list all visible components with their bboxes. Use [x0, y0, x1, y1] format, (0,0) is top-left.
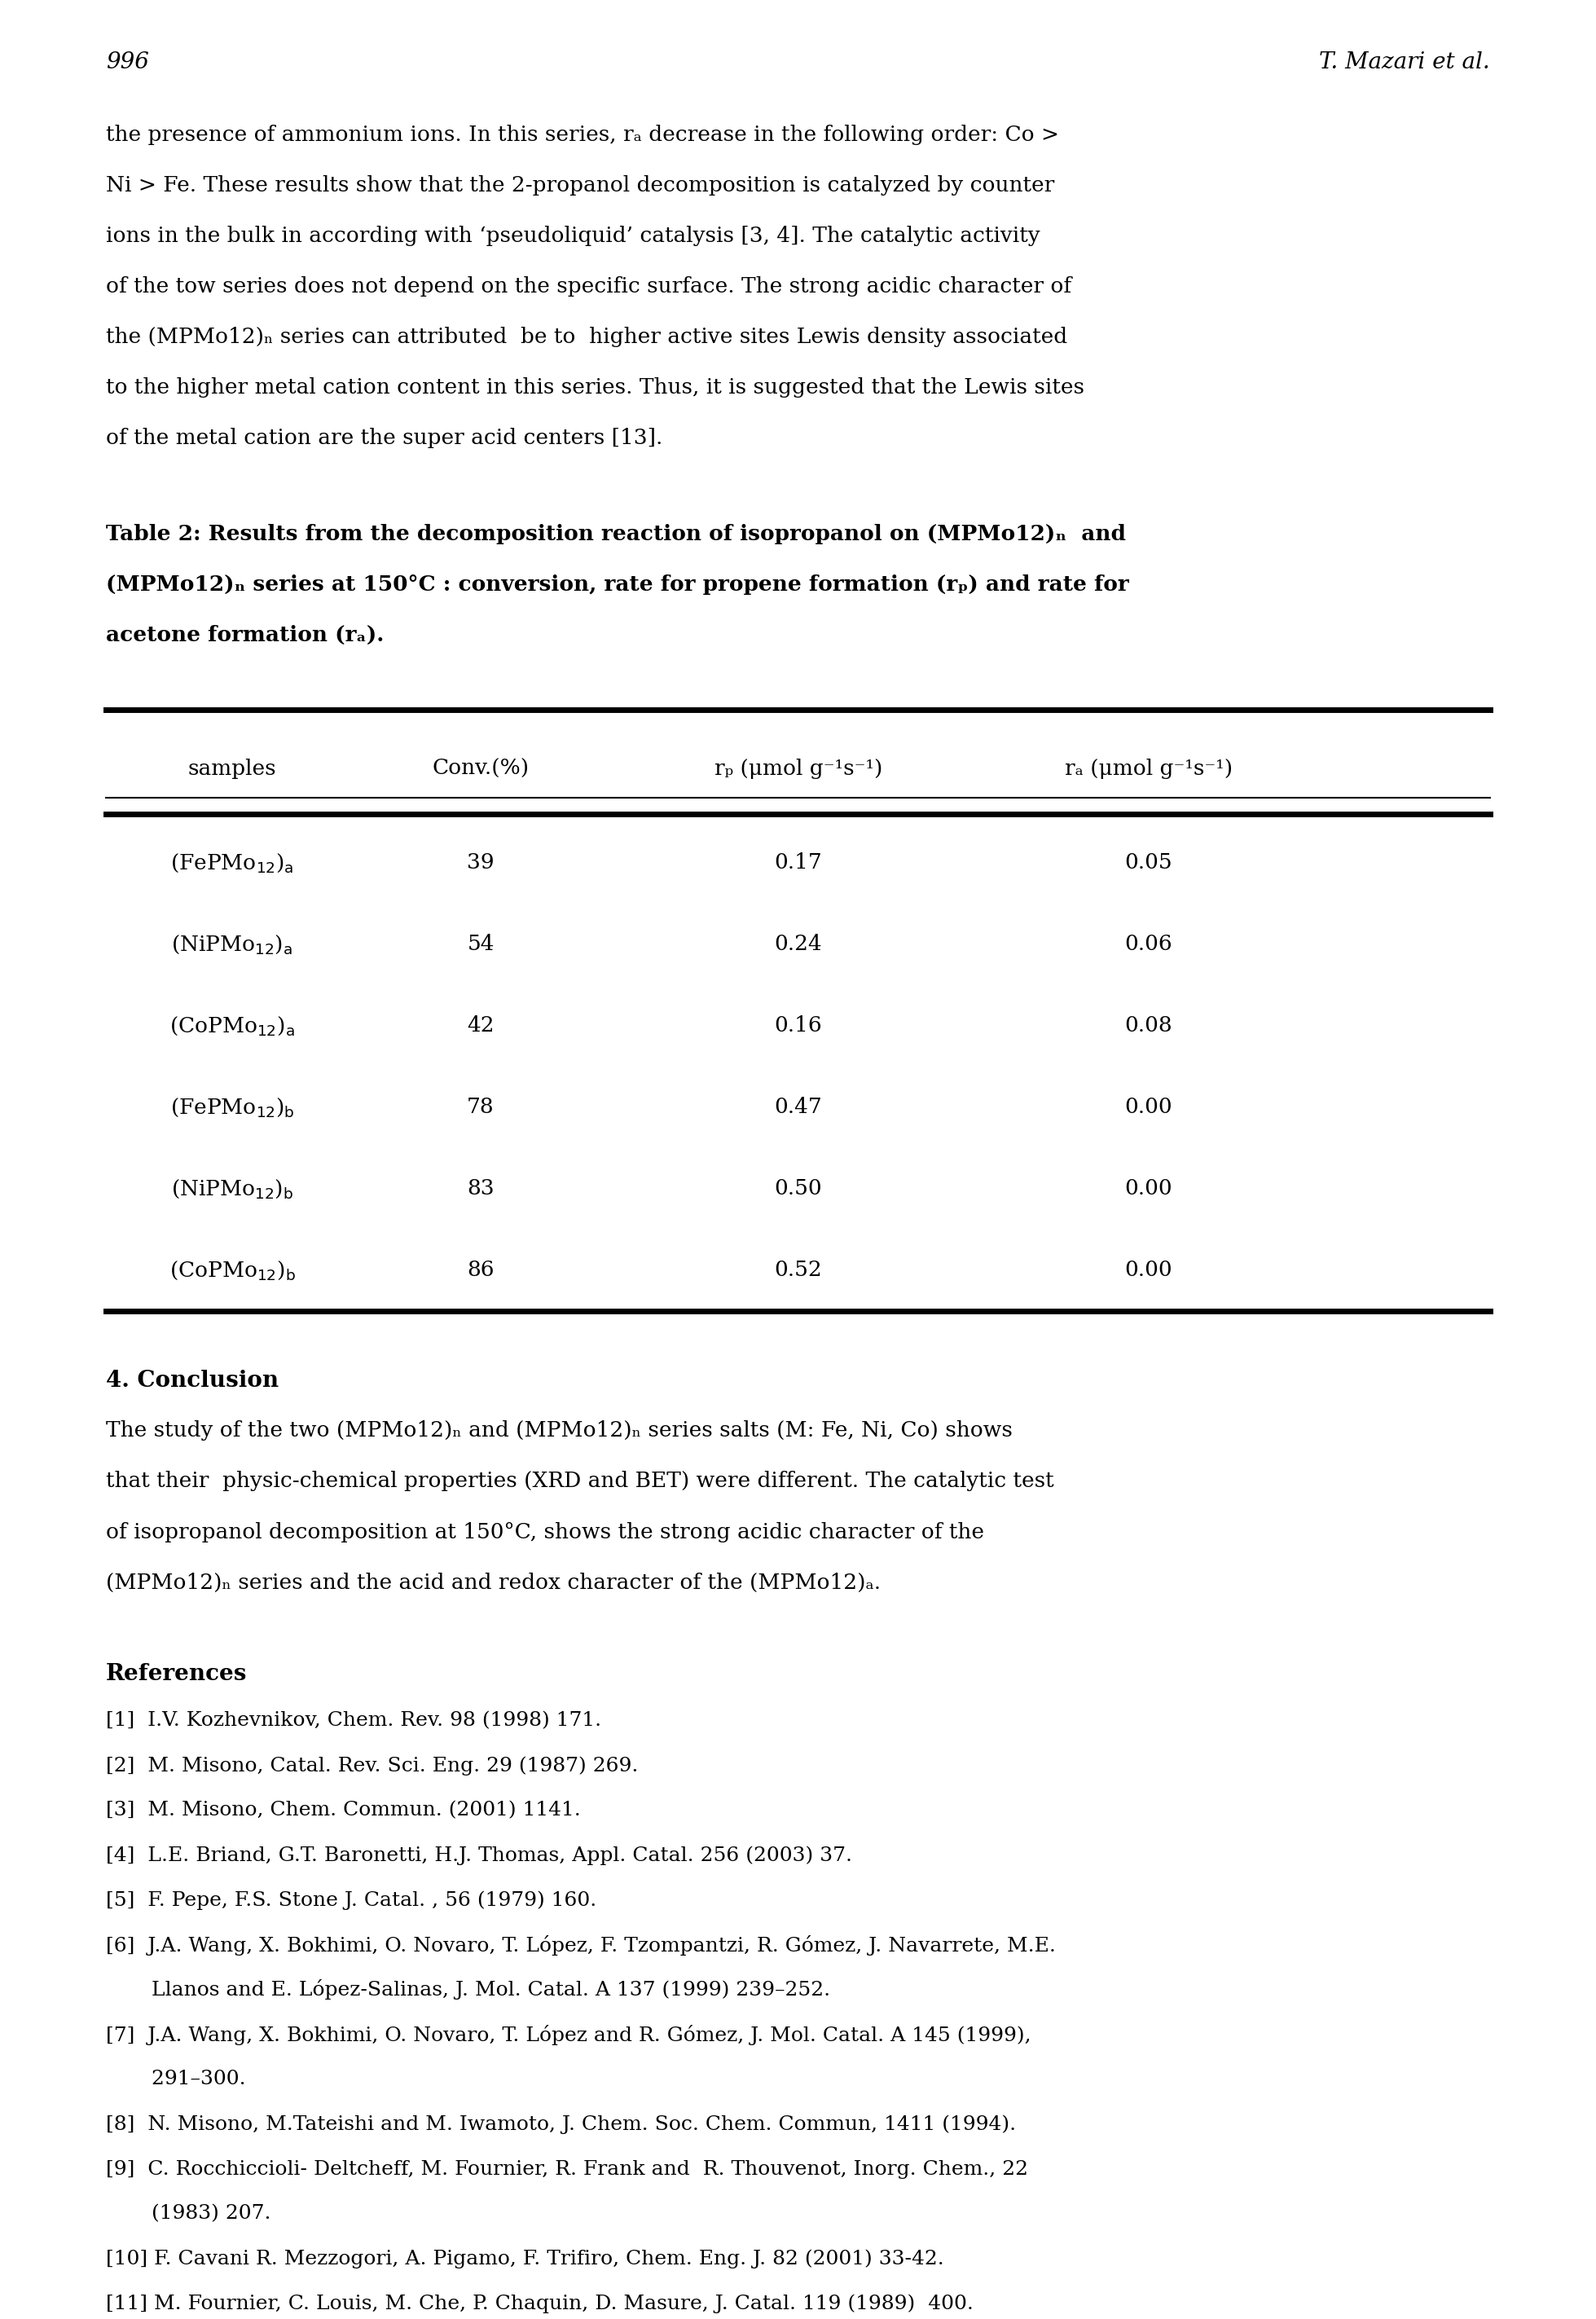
- Text: 78: 78: [468, 1097, 495, 1118]
- Text: [10] F. Cavani R. Mezzogori, A. Pigamo, F. Trifiro, Chem. Eng. J. 82 (2001) 33-4: [10] F. Cavani R. Mezzogori, A. Pigamo, …: [105, 2249, 945, 2268]
- Text: 0.47: 0.47: [774, 1097, 822, 1118]
- Text: acetone formation (rₐ).: acetone formation (rₐ).: [105, 624, 385, 645]
- Text: 83: 83: [468, 1178, 495, 1199]
- Text: that their  physic-chemical properties (XRD and BET) were different. The catalyt: that their physic-chemical properties (X…: [105, 1470, 1053, 1491]
- Text: of isopropanol decomposition at 150°C, shows the strong acidic character of the: of isopropanol decomposition at 150°C, s…: [105, 1521, 985, 1542]
- Text: the (MPMo12)ₙ series can attributed  be to  higher active sites Lewis density as: the (MPMo12)ₙ series can attributed be t…: [105, 327, 1068, 348]
- Text: (CoPMo$_{12}$)$_\mathrm{a}$: (CoPMo$_{12}$)$_\mathrm{a}$: [169, 1013, 295, 1037]
- Text: [11] M. Fournier, C. Louis, M. Che, P. Chaquin, D. Masure, J. Catal. 119 (1989) : [11] M. Fournier, C. Louis, M. Che, P. C…: [105, 2293, 974, 2312]
- Text: (FePMo$_{12}$)$_\mathrm{a}$: (FePMo$_{12}$)$_\mathrm{a}$: [171, 851, 294, 874]
- Text: [9]  C. Rocchiccioli- Deltcheff, M. Fournier, R. Frank and  R. Thouvenot, Inorg.: [9] C. Rocchiccioli- Deltcheff, M. Fourn…: [105, 2159, 1028, 2178]
- Text: 0.00: 0.00: [1125, 1097, 1173, 1118]
- Text: (NiPMo$_{12}$)$_\mathrm{b}$: (NiPMo$_{12}$)$_\mathrm{b}$: [171, 1178, 294, 1201]
- Text: 0.06: 0.06: [1125, 935, 1173, 955]
- Text: 39: 39: [468, 853, 495, 872]
- Text: 0.08: 0.08: [1125, 1016, 1173, 1037]
- Text: (NiPMo$_{12}$)$_\mathrm{a}$: (NiPMo$_{12}$)$_\mathrm{a}$: [171, 932, 294, 955]
- Text: T. Mazari et al.: T. Mazari et al.: [1320, 51, 1491, 72]
- Text: ions in the bulk in according with ‘pseudoliquid’ catalysis [3, 4]. The catalyti: ions in the bulk in according with ‘pseu…: [105, 227, 1041, 246]
- Text: 0.00: 0.00: [1125, 1178, 1173, 1199]
- Text: rₚ (μmol g⁻¹s⁻¹): rₚ (μmol g⁻¹s⁻¹): [715, 758, 883, 779]
- Text: (MPMo12)ₙ series at 150°C : conversion, rate for propene formation (rₚ) and rate: (MPMo12)ₙ series at 150°C : conversion, …: [105, 575, 1128, 594]
- Text: [7]  J.A. Wang, X. Bokhimi, O. Novaro, T. López and R. Gómez, J. Mol. Catal. A 1: [7] J.A. Wang, X. Bokhimi, O. Novaro, T.…: [105, 2024, 1031, 2045]
- Text: The study of the two (MPMo12)ₙ and (MPMo12)ₙ series salts (M: Fe, Ni, Co) shows: The study of the two (MPMo12)ₙ and (MPMo…: [105, 1422, 1012, 1440]
- Text: [3]  M. Misono, Chem. Commun. (2001) 1141.: [3] M. Misono, Chem. Commun. (2001) 1141…: [105, 1802, 581, 1820]
- Text: [5]  F. Pepe, F.S. Stone J. Catal. , 56 (1979) 160.: [5] F. Pepe, F.S. Stone J. Catal. , 56 (…: [105, 1890, 597, 1911]
- Text: to the higher metal cation content in this series. Thus, it is suggested that th: to the higher metal cation content in th…: [105, 378, 1084, 399]
- Text: (FePMo$_{12}$)$_\mathrm{b}$: (FePMo$_{12}$)$_\mathrm{b}$: [171, 1097, 294, 1118]
- Text: 4. Conclusion: 4. Conclusion: [105, 1368, 279, 1391]
- Text: 0.17: 0.17: [774, 853, 822, 872]
- Text: samples: samples: [188, 758, 276, 779]
- Text: Llanos and E. López-Salinas, J. Mol. Catal. A 137 (1999) 239–252.: Llanos and E. López-Salinas, J. Mol. Cat…: [105, 1980, 830, 1999]
- Text: of the metal cation are the super acid centers [13].: of the metal cation are the super acid c…: [105, 429, 662, 448]
- Text: (MPMo12)ₙ series and the acid and redox character of the (MPMo12)ₐ.: (MPMo12)ₙ series and the acid and redox …: [105, 1572, 881, 1593]
- Text: References: References: [105, 1663, 247, 1684]
- Text: 0.05: 0.05: [1125, 853, 1173, 872]
- Text: 42: 42: [468, 1016, 495, 1037]
- Text: Conv.(%): Conv.(%): [433, 758, 530, 779]
- Text: 0.24: 0.24: [774, 935, 822, 955]
- Text: (CoPMo$_{12}$)$_\mathrm{b}$: (CoPMo$_{12}$)$_\mathrm{b}$: [169, 1259, 295, 1282]
- Text: 996: 996: [105, 51, 148, 72]
- Text: 0.50: 0.50: [774, 1178, 822, 1199]
- Text: [8]  N. Misono, M.Tateishi and M. Iwamoto, J. Chem. Soc. Chem. Commun, 1411 (199: [8] N. Misono, M.Tateishi and M. Iwamoto…: [105, 2115, 1017, 2133]
- Text: 86: 86: [468, 1259, 495, 1280]
- Text: [4]  L.E. Briand, G.T. Baronetti, H.J. Thomas, Appl. Catal. 256 (2003) 37.: [4] L.E. Briand, G.T. Baronetti, H.J. Th…: [105, 1846, 852, 1864]
- Text: Ni > Fe. These results show that the 2-propanol decomposition is catalyzed by co: Ni > Fe. These results show that the 2-p…: [105, 176, 1055, 197]
- Text: 0.52: 0.52: [774, 1259, 822, 1280]
- Text: 0.00: 0.00: [1125, 1259, 1173, 1280]
- Text: (1983) 207.: (1983) 207.: [105, 2205, 271, 2224]
- Text: [2]  M. Misono, Catal. Rev. Sci. Eng. 29 (1987) 269.: [2] M. Misono, Catal. Rev. Sci. Eng. 29 …: [105, 1755, 638, 1776]
- Text: [1]  I.V. Kozhevnikov, Chem. Rev. 98 (1998) 171.: [1] I.V. Kozhevnikov, Chem. Rev. 98 (199…: [105, 1711, 602, 1730]
- Text: [6]  J.A. Wang, X. Bokhimi, O. Novaro, T. López, F. Tzompantzi, R. Gómez, J. Nav: [6] J.A. Wang, X. Bokhimi, O. Novaro, T.…: [105, 1934, 1055, 1955]
- Text: Table 2: Results from the decomposition reaction of isopropanol on (MPMo12)ₙ  an: Table 2: Results from the decomposition …: [105, 524, 1125, 545]
- Text: the presence of ammonium ions. In this series, rₐ decrease in the following orde: the presence of ammonium ions. In this s…: [105, 125, 1060, 146]
- Text: 0.16: 0.16: [774, 1016, 822, 1037]
- Text: rₐ (μmol g⁻¹s⁻¹): rₐ (μmol g⁻¹s⁻¹): [1065, 758, 1232, 779]
- Text: 291–300.: 291–300.: [105, 2071, 246, 2089]
- Text: 54: 54: [468, 935, 495, 955]
- Text: of the tow series does not depend on the specific surface. The strong acidic cha: of the tow series does not depend on the…: [105, 276, 1071, 297]
